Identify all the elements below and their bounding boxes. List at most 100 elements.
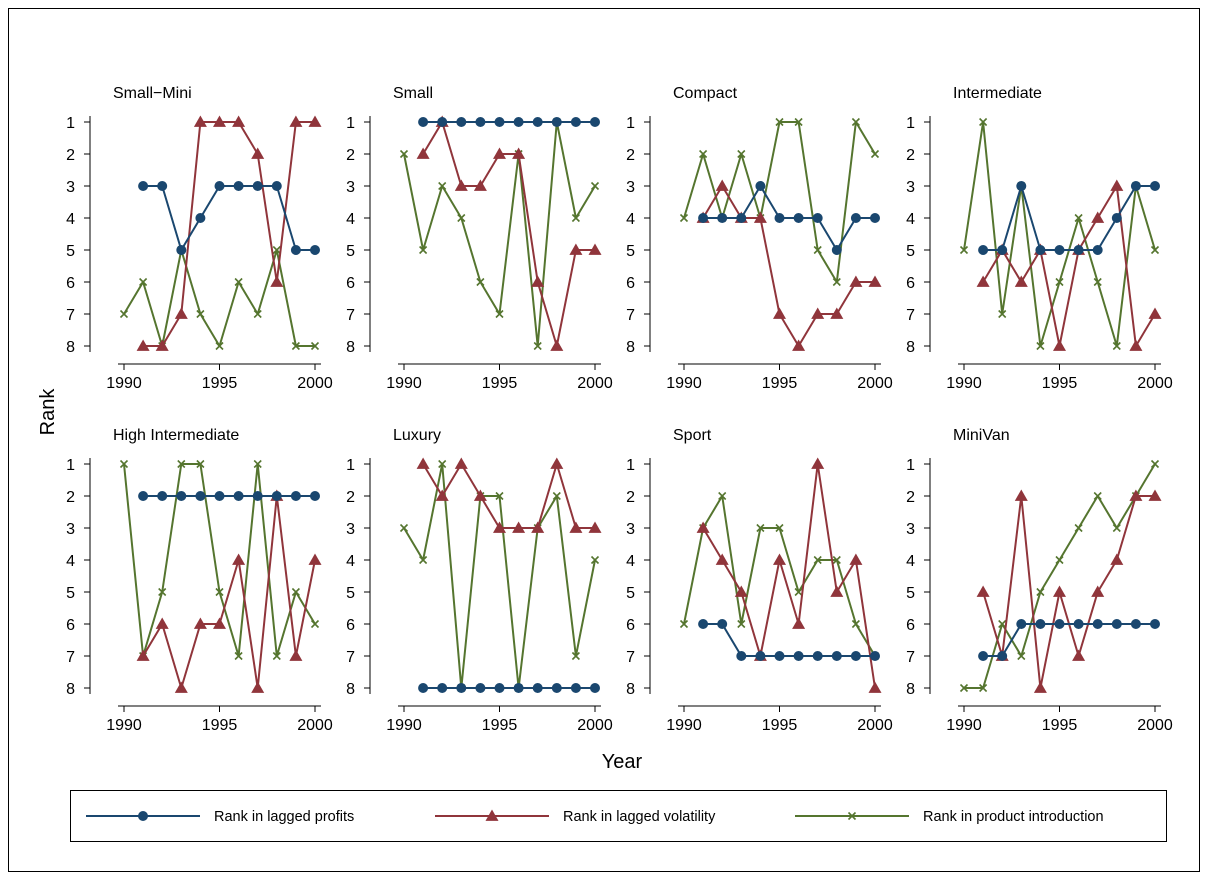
data-point-introduction (399, 523, 409, 533)
y-tick-label: 7 (66, 649, 75, 666)
data-point-volatility (308, 553, 322, 565)
y-tick-label: 1 (626, 457, 635, 474)
data-point-introduction (119, 459, 129, 469)
data-point-volatility (849, 275, 863, 287)
y-tick-label: 1 (346, 115, 355, 132)
y-tick-label: 2 (66, 147, 75, 164)
data-point-profits (1054, 245, 1065, 255)
data-point-volatility (174, 307, 188, 319)
data-point-profits (1073, 245, 1084, 255)
data-point-volatility (1091, 211, 1105, 223)
y-tick-label: 2 (906, 489, 915, 506)
x-axis-label: Year (602, 751, 643, 773)
data-point-profits (1111, 619, 1122, 629)
series-introduction (119, 459, 320, 661)
y-tick-label: 4 (346, 553, 355, 570)
data-point-introduction (419, 555, 428, 565)
data-point-volatility (155, 617, 169, 629)
y-tick-label: 7 (346, 649, 355, 666)
data-point-introduction (215, 341, 224, 351)
series-volatility (416, 457, 602, 533)
x-tick-label: 1995 (1042, 375, 1078, 392)
data-point-introduction (775, 523, 784, 533)
data-point-profits (310, 491, 320, 501)
data-point-volatility (213, 617, 226, 629)
data-point-volatility (792, 339, 806, 351)
data-point-volatility (830, 307, 844, 319)
data-point-profits (698, 213, 709, 223)
data-point-profits (590, 683, 600, 693)
legend-box (70, 790, 1167, 842)
data-point-volatility (1110, 179, 1124, 191)
data-point-volatility (473, 489, 487, 501)
x-tick-label: 1990 (106, 375, 142, 392)
data-point-profits (570, 683, 581, 693)
data-point-profits (494, 683, 505, 693)
data-point-introduction (1055, 555, 1064, 565)
legend-marker-profits (138, 811, 148, 821)
data-point-volatility (473, 179, 487, 191)
panel-0: Small−Mini 1 2 3 4 5 6 7 8 1990 1995 2000 (66, 85, 333, 392)
data-point-profits (157, 491, 168, 501)
data-point-introduction (1017, 651, 1026, 661)
data-point-volatility (416, 147, 430, 159)
y-tick-label: 3 (626, 179, 635, 196)
panel-2: Compact 1 2 3 4 5 6 7 8 1990 1995 2000 (626, 85, 893, 392)
data-point-volatility (792, 617, 806, 629)
data-point-profits (1092, 619, 1103, 629)
data-point-volatility (435, 489, 449, 501)
legend-item-volatility: Rank in lagged volatility (435, 809, 716, 825)
data-point-profits (1016, 181, 1027, 191)
data-point-profits (870, 213, 880, 223)
data-point-introduction (1055, 277, 1064, 287)
data-point-introduction (1150, 459, 1160, 469)
data-point-introduction (737, 619, 746, 629)
x-tick-label: 1995 (762, 375, 798, 392)
data-point-volatility (454, 179, 468, 191)
data-point-volatility (976, 585, 990, 597)
data-point-introduction (1074, 213, 1083, 223)
data-point-introduction (979, 117, 988, 127)
panel-title: Intermediate (953, 85, 1042, 102)
data-point-profits (736, 213, 747, 223)
x-tick-label: 1995 (482, 375, 518, 392)
legend-item-introduction: Rank in product introduction (795, 809, 1104, 825)
data-point-volatility (531, 521, 545, 533)
data-point-profits (1035, 619, 1046, 629)
data-point-volatility (454, 457, 468, 469)
series-profits (138, 181, 320, 255)
panel-title: MiniVan (953, 427, 1010, 444)
y-tick-label: 8 (906, 339, 915, 356)
data-point-profits (1035, 245, 1046, 255)
data-point-profits (195, 491, 206, 501)
series-line-volatility (142, 495, 316, 689)
data-point-profits (1150, 619, 1160, 629)
y-tick-label: 2 (626, 147, 635, 164)
y-tick-label: 8 (906, 681, 915, 698)
data-point-introduction (679, 619, 689, 629)
data-point-introduction (959, 245, 969, 255)
x-tick-label: 1990 (666, 717, 702, 734)
data-point-profits (532, 683, 543, 693)
series-profits (418, 683, 600, 693)
data-point-introduction (419, 245, 428, 255)
y-tick-label: 3 (626, 521, 635, 538)
x-tick-label: 1995 (202, 375, 238, 392)
data-point-volatility (531, 275, 545, 287)
data-point-volatility (1072, 649, 1086, 661)
series-volatility (136, 115, 322, 351)
x-tick-label: 1990 (946, 717, 982, 734)
data-point-volatility (550, 457, 564, 469)
data-point-volatility (1053, 339, 1066, 351)
data-point-introduction (979, 683, 988, 693)
data-point-profits (551, 683, 562, 693)
legend-marker-introduction (847, 811, 857, 821)
y-tick-label: 5 (626, 585, 635, 602)
series-volatility (416, 115, 602, 351)
data-point-introduction (813, 555, 822, 565)
x-tick-label: 2000 (297, 717, 333, 734)
series-profits (698, 181, 880, 255)
panel-title: Luxury (393, 427, 441, 444)
data-point-introduction (1150, 245, 1160, 255)
